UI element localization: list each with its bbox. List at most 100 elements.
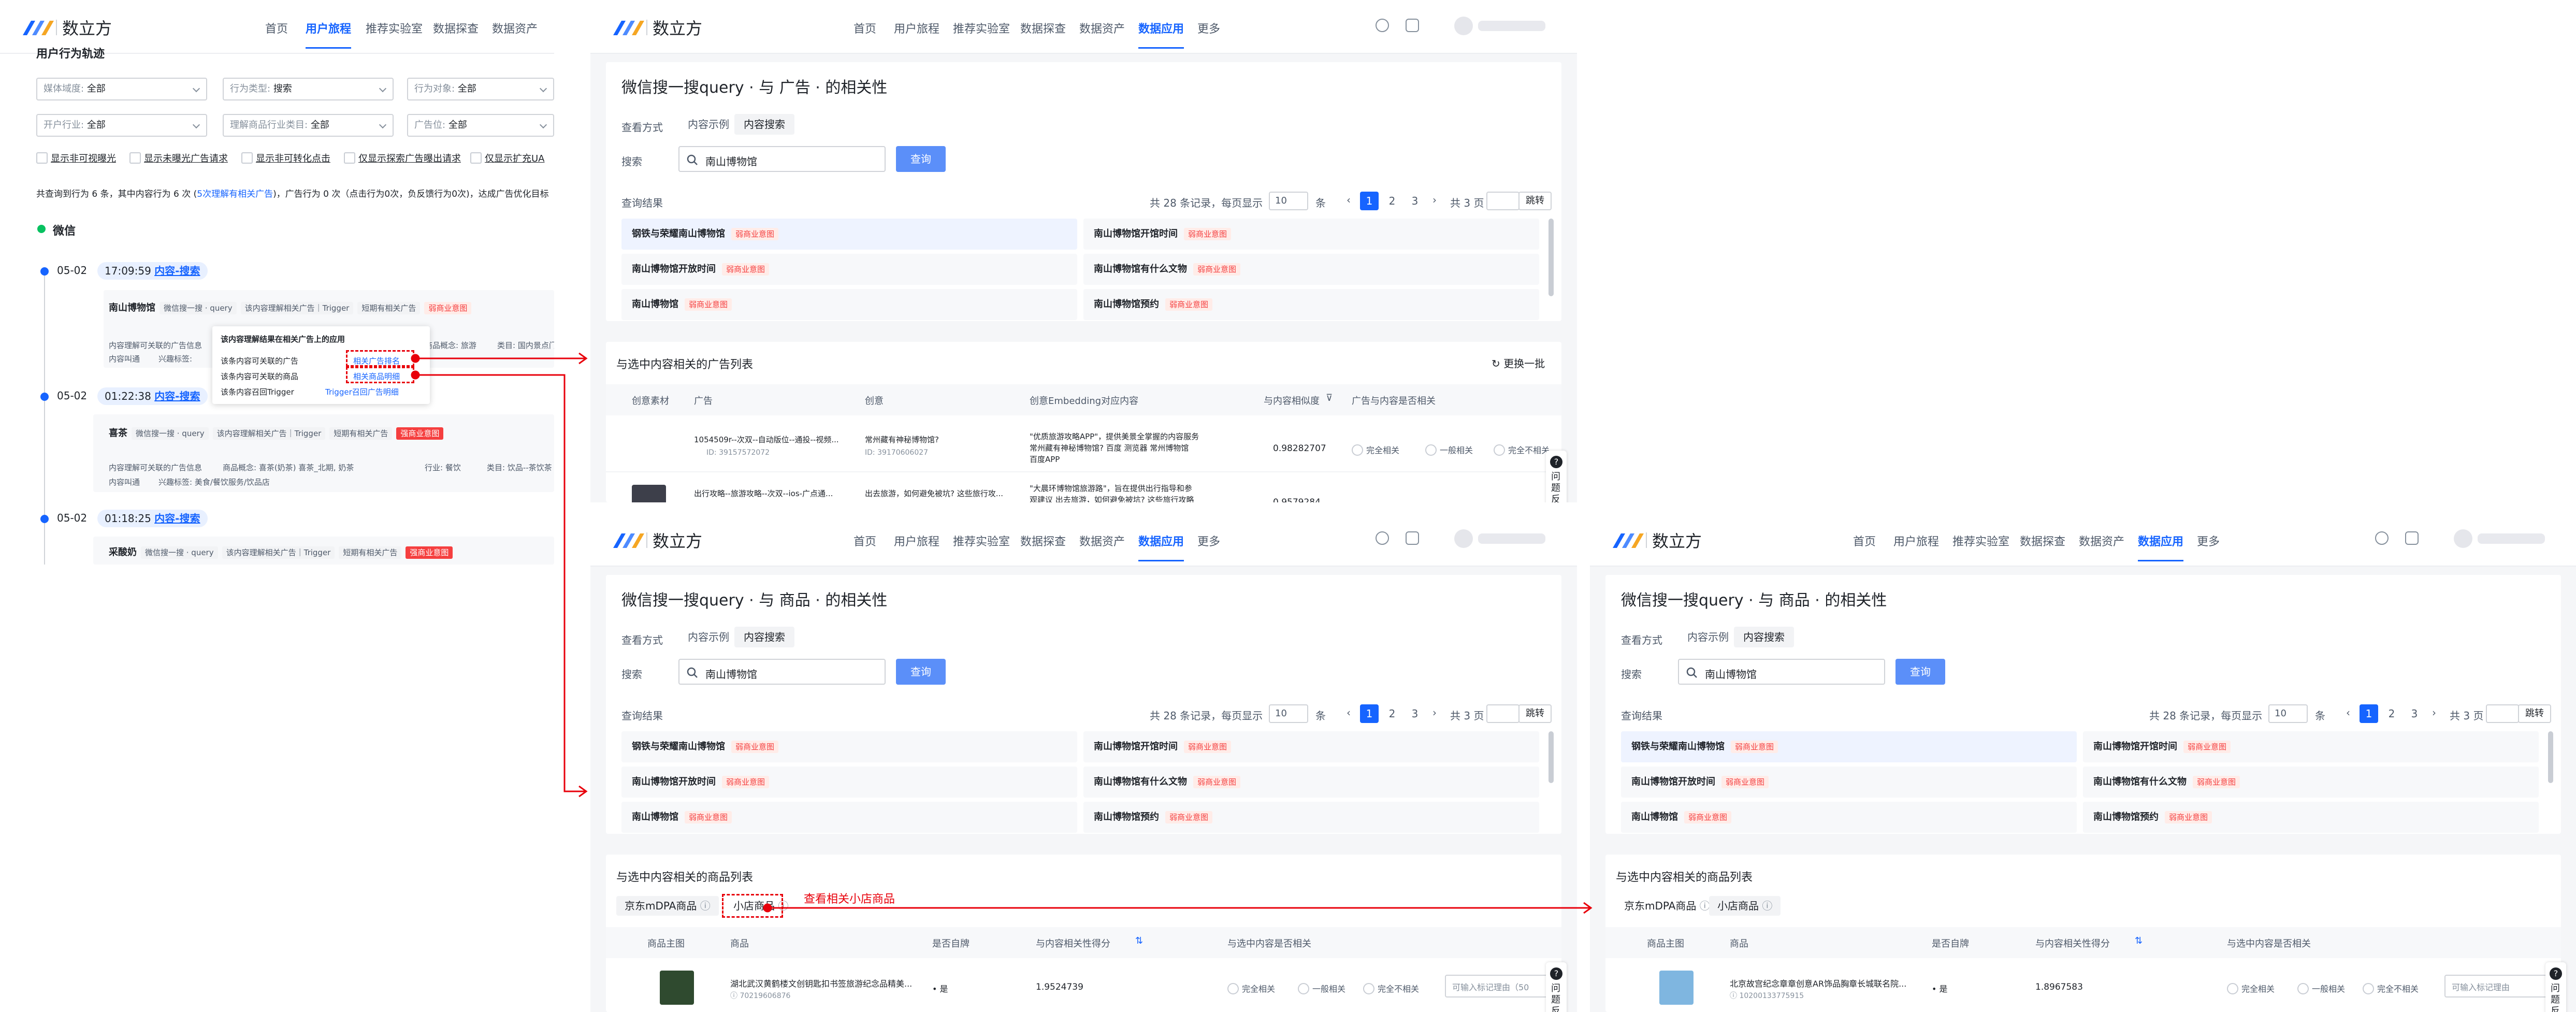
result-item[interactable]: 南山博物馆预约 弱商业意图 xyxy=(1083,289,1539,320)
document-icon[interactable] xyxy=(1406,19,1419,32)
tab-content-search[interactable]: 内容搜索 xyxy=(734,114,794,135)
page-size-select[interactable]: 10 xyxy=(2268,704,2308,723)
filter-media[interactable]: 媒体域度: 全部 xyxy=(36,78,207,100)
filter-action-object[interactable]: 行为对象: 全部 xyxy=(407,78,554,100)
jump-input[interactable] xyxy=(1486,192,1519,210)
prev-page-icon[interactable]: ‹ xyxy=(1347,706,1351,719)
nav-data-explore[interactable]: 数据探查 xyxy=(1020,23,1066,36)
subtab-shop-goods[interactable]: 小店商品 ⓘ xyxy=(725,896,797,916)
chip-trigger[interactable]: 该内容理解相关广告｜Trigger xyxy=(240,302,354,314)
jump-button[interactable]: 跳转 xyxy=(2518,704,2551,723)
result-item[interactable]: 南山博物馆 弱商业意图 xyxy=(621,289,1077,320)
nav-user-journey[interactable]: 用户旅程 xyxy=(1893,536,1940,548)
subtab-jd-mdpa[interactable]: 京东mDPA商品 ⓘ xyxy=(1616,896,1718,916)
goods-name[interactable]: 北京故宫纪念章章创意AR饰品胸章长城联名院... xyxy=(1730,979,1907,989)
help-float-button[interactable]: ? 问题反 xyxy=(1546,962,1567,1012)
avatar[interactable] xyxy=(1454,529,1473,548)
result-item[interactable]: 南山博物馆预约 弱商业意图 xyxy=(2083,802,2539,833)
page-3[interactable]: 3 xyxy=(1411,195,1419,207)
query-button[interactable]: 查询 xyxy=(896,659,946,685)
nav-home[interactable]: 首页 xyxy=(853,23,877,36)
nav-more[interactable]: 更多 xyxy=(1197,536,1221,548)
jump-button[interactable]: 跳转 xyxy=(1518,704,1552,723)
help-float-button[interactable]: ? 问题反 xyxy=(2545,962,2566,1012)
nav-user-journey[interactable]: 用户旅程 xyxy=(894,23,940,36)
document-icon[interactable] xyxy=(1406,531,1419,545)
document-icon[interactable] xyxy=(2405,531,2419,545)
radio-somewhat-relevant[interactable]: 一般相关 xyxy=(1425,443,1473,456)
result-item[interactable]: 南山博物馆开馆时间 弱商业意图 xyxy=(1083,731,1539,762)
check-circle-icon[interactable] xyxy=(1376,19,1389,32)
page-size-select[interactable]: 10 xyxy=(1269,192,1308,210)
sort-icon[interactable]: ⇅ xyxy=(1135,935,1144,946)
result-item[interactable]: 钢铁与荣耀南山博物馆 弱商业意图 xyxy=(621,731,1077,762)
check-circle-icon[interactable] xyxy=(1376,531,1389,545)
nav-data-assets[interactable]: 数据资产 xyxy=(1079,536,1125,548)
filter-goods-category[interactable]: 理解商品行业类目: 全部 xyxy=(223,114,394,137)
nav-data-explore[interactable]: 数据探查 xyxy=(1020,536,1066,548)
link-related-ads[interactable]: 相关广告排名 xyxy=(353,356,400,366)
help-float-button[interactable]: ? 问题反 xyxy=(1546,451,1567,502)
search-input[interactable]: 南山博物馆 xyxy=(678,659,886,685)
radio-somewhat-relevant[interactable]: 一般相关 xyxy=(1298,982,1345,994)
result-item[interactable]: 南山博物馆 弱商业意图 xyxy=(1621,802,2077,833)
checkbox-explore-ads[interactable]: 仅显示探索广告曝出请求 xyxy=(344,151,461,165)
summary-link[interactable]: 5次理解有相关广告 xyxy=(197,189,273,199)
result-item[interactable]: 南山博物馆预约 弱商业意图 xyxy=(1083,802,1539,833)
next-page-icon[interactable]: › xyxy=(1432,706,1437,719)
result-item[interactable]: 南山博物馆有什么文物 弱商业意图 xyxy=(1083,767,1539,798)
jump-input[interactable] xyxy=(1486,704,1519,723)
checkbox-expand-ua[interactable]: 仅显示扩充UA xyxy=(470,151,545,165)
page-1[interactable]: 1 xyxy=(1360,704,1379,723)
radio-fully-relevant[interactable]: 完全相关 xyxy=(1227,982,1275,994)
page-2[interactable]: 2 xyxy=(2388,707,2395,720)
prev-page-icon[interactable]: ‹ xyxy=(2346,706,2350,719)
result-item[interactable]: 南山博物馆开放时间 弱商业意图 xyxy=(621,767,1077,798)
filter-industry[interactable]: 开户行业: 全部 xyxy=(36,114,207,137)
result-item[interactable]: 钢铁与荣耀南山博物馆 弱商业意图 xyxy=(1621,731,2077,762)
col-score[interactable]: 与内容相关性得分 xyxy=(1036,938,1110,949)
results-scrollbar[interactable] xyxy=(1549,219,1554,296)
page-1[interactable]: 1 xyxy=(1360,192,1379,210)
query-button[interactable]: 查询 xyxy=(1895,659,1945,685)
page-3[interactable]: 3 xyxy=(2411,707,2418,720)
result-item[interactable]: 南山博物馆开馆时间 弱商业意图 xyxy=(2083,731,2539,762)
creative-thumbnail[interactable] xyxy=(632,485,666,502)
checkbox-invisible-exposure[interactable]: 显示非可视曝光 xyxy=(36,151,116,165)
chip-trigger[interactable]: 该内容理解相关广告｜Trigger xyxy=(222,546,335,559)
result-item[interactable]: 南山博物馆有什么文物 弱商业意图 xyxy=(1083,254,1539,285)
reason-input[interactable]: 可输入标记理由（50 xyxy=(1445,975,1549,997)
checkbox-unexposed-requests[interactable]: 显示未曝光广告请求 xyxy=(129,151,228,165)
radio-not-relevant[interactable]: 完全不相关 xyxy=(1494,443,1550,456)
nav-user-journey[interactable]: 用户旅程 xyxy=(894,536,940,548)
next-page-icon[interactable]: › xyxy=(2432,706,2436,719)
radio-not-relevant[interactable]: 完全不相关 xyxy=(2363,982,2419,994)
nav-data-assets[interactable]: 数据资产 xyxy=(1079,23,1125,36)
result-item[interactable]: 钢铁与荣耀南山博物馆 弱商业意图 xyxy=(621,219,1077,250)
tab-content-example[interactable]: 内容示例 xyxy=(688,631,729,643)
subtab-jd-mdpa[interactable]: 京东mDPA商品 ⓘ xyxy=(616,896,719,916)
result-item[interactable]: 南山博物馆开放时间 弱商业意图 xyxy=(621,254,1077,285)
radio-somewhat-relevant[interactable]: 一般相关 xyxy=(2297,982,2345,994)
nav-data-apps[interactable]: 数据应用 xyxy=(2138,532,2184,561)
next-page-icon[interactable]: › xyxy=(1432,194,1437,206)
check-circle-icon[interactable] xyxy=(2375,531,2389,545)
nav-rec-lab[interactable]: 推荐实验室 xyxy=(1952,536,2010,548)
refresh-button[interactable]: ↻ 更换一批 xyxy=(1492,357,1545,370)
nav-more[interactable]: 更多 xyxy=(1197,23,1221,36)
tab-content-example[interactable]: 内容示例 xyxy=(688,118,729,131)
avatar[interactable] xyxy=(1454,17,1473,35)
goods-thumbnail[interactable] xyxy=(660,971,694,1005)
nav-data-assets[interactable]: 数据资产 xyxy=(2079,536,2125,548)
nav-home[interactable]: 首页 xyxy=(1853,536,1876,548)
nav-data-apps[interactable]: 数据应用 xyxy=(1138,532,1184,561)
filter-action-type[interactable]: 行为类型: 搜索 xyxy=(223,78,394,100)
reason-input[interactable]: 可输入标记理由 xyxy=(2444,975,2548,997)
radio-fully-relevant[interactable]: 完全相关 xyxy=(1352,443,1399,456)
result-item[interactable]: 南山博物馆有什么文物 弱商业意图 xyxy=(2083,767,2539,798)
jump-input[interactable] xyxy=(2486,704,2519,723)
goods-thumbnail[interactable] xyxy=(1659,971,1694,1005)
sort-icon[interactable]: ⇅ xyxy=(2135,935,2143,946)
nav-data-assets[interactable]: 数据资产 xyxy=(492,23,538,36)
event-time[interactable]: 17:09:59 内容-搜索 xyxy=(97,262,208,280)
